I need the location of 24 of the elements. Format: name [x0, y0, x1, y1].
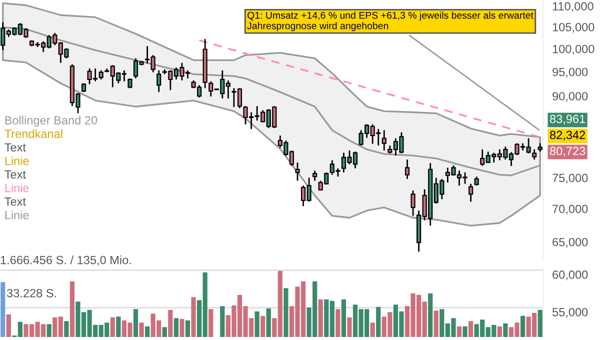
y-tick-label: 110,000 — [552, 2, 594, 12]
annotation: Trendkanal — [4, 129, 62, 138]
annotation: 1.666.456 S. / 135,0 Mio. — [0, 256, 131, 266]
annotation: Text — [4, 170, 26, 179]
y-tick-label: 100,000 — [552, 44, 594, 55]
annotation: Linie — [5, 184, 29, 192]
y-tick-label: 60,000 — [552, 270, 588, 280]
text: 80,723 — [550, 146, 586, 157]
text: 82,342 — [550, 130, 586, 141]
annotation: Linie — [5, 210, 29, 220]
y-tick-label: 70,000 — [552, 204, 588, 214]
y-tick-label: 105,000 — [552, 22, 594, 33]
y-tick-label: 90,000 — [552, 92, 588, 102]
annotation: Linie — [5, 156, 29, 166]
annotation: Bollinger Band 20 — [5, 116, 98, 127]
y-tick-label: 65,000 — [552, 238, 588, 248]
y-tick-label: 95,000 — [552, 68, 588, 78]
annotation: Text — [4, 198, 26, 206]
annotation: Q1: Umsatz +14,6 % und EPS +61,3 % jeweils besser als erwartet Jahresprognose wird angehoben — [247, 12, 534, 32]
annotation: Text — [4, 143, 26, 152]
text: 83,961 — [550, 114, 586, 125]
y-tick-label: 75,000 — [552, 174, 588, 184]
annotation: 33.228 S. — [6, 288, 56, 298]
y-tick-label: 55,000 — [552, 308, 588, 318]
